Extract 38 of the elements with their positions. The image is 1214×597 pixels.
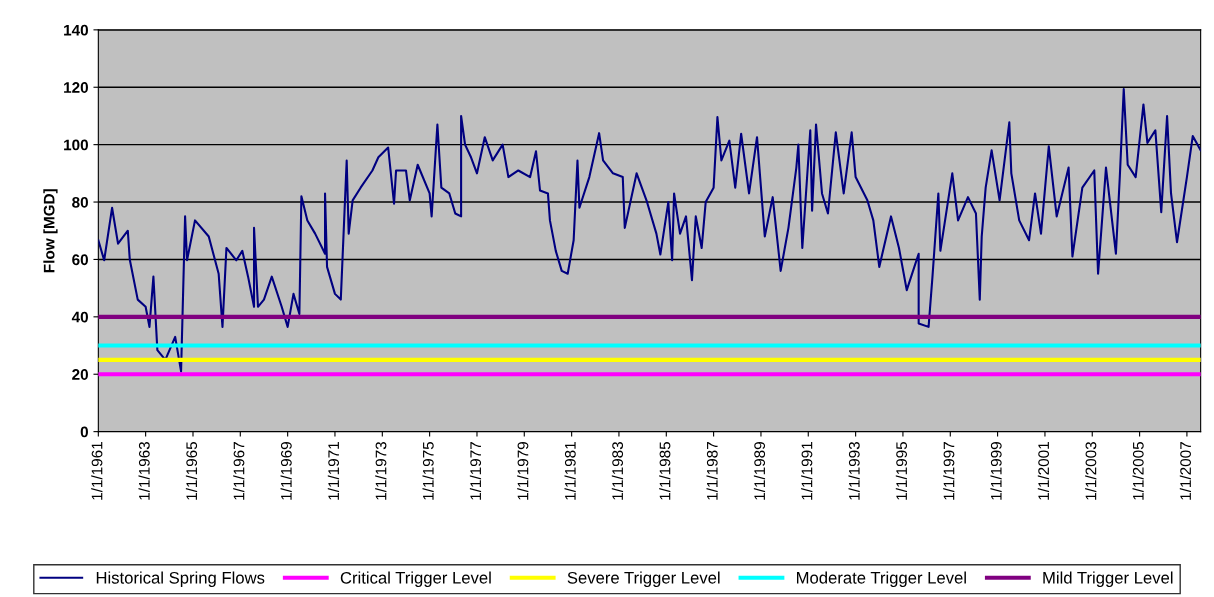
y-tick-label: 40 (71, 311, 88, 323)
x-tick-label: 1/1/1999 (990, 442, 1002, 500)
x-tick-label: 1/1/1965 (185, 441, 198, 500)
y-tick-label: 100 (64, 139, 88, 151)
legend-label: Moderate Trigger Level (796, 571, 966, 587)
x-tick-label: 1/1/1963 (138, 442, 150, 500)
x-tick-label: 1/1/1981 (564, 442, 576, 500)
x-tick-label: 1/1/2007 (1179, 442, 1192, 500)
x-tick-label: 1/1/2001 (1037, 442, 1050, 500)
y-tick-label: 140 (64, 24, 88, 36)
x-tick-label: 1/1/1961 (91, 442, 103, 500)
x-tick-label: 1/1/1991 (801, 442, 813, 500)
y-tick-label: 60 (72, 254, 88, 266)
y-tick-label: 0 (80, 426, 88, 438)
y-tick-label: 20 (72, 369, 88, 380)
x-tick-label: 1/1/2005 (1132, 441, 1144, 500)
x-tick-label: 1/1/1987 (706, 442, 718, 500)
x-tick-label: 1/1/1971 (327, 442, 340, 500)
legend-label: Historical Spring Flows (96, 571, 265, 587)
x-tick-label: 1/1/1967 (233, 442, 245, 500)
x-tick-label: 1/1/1989 (753, 442, 766, 500)
x-tick-label: 1/1/1997 (943, 442, 955, 500)
x-tick-label: 1/1/1975 (422, 441, 434, 500)
x-tick-label: 1/1/1993 (848, 442, 860, 500)
y-tick-label: 120 (64, 82, 88, 93)
x-tick-label: 1/1/1983 (611, 442, 624, 500)
x-tick-label: 1/1/1985 (659, 441, 671, 500)
x-tick-label: 1/1/1969 (280, 442, 292, 500)
x-tick-label: 1/1/1995 (895, 441, 908, 500)
x-tick-label: 1/1/2003 (1085, 442, 1097, 500)
x-tick-label: 1/1/1977 (469, 442, 482, 500)
y-axis-title: Flow [MGD] (43, 189, 58, 273)
x-tick-label: 1/1/1973 (375, 442, 387, 500)
x-tick-label: 1/1/1979 (517, 442, 529, 500)
y-tick-label: 80 (72, 196, 88, 208)
legend-label: Severe Trigger Level (567, 571, 720, 587)
legend-label: Critical Trigger Level (340, 571, 491, 587)
legend-label: Mild Trigger Level (1043, 571, 1173, 587)
